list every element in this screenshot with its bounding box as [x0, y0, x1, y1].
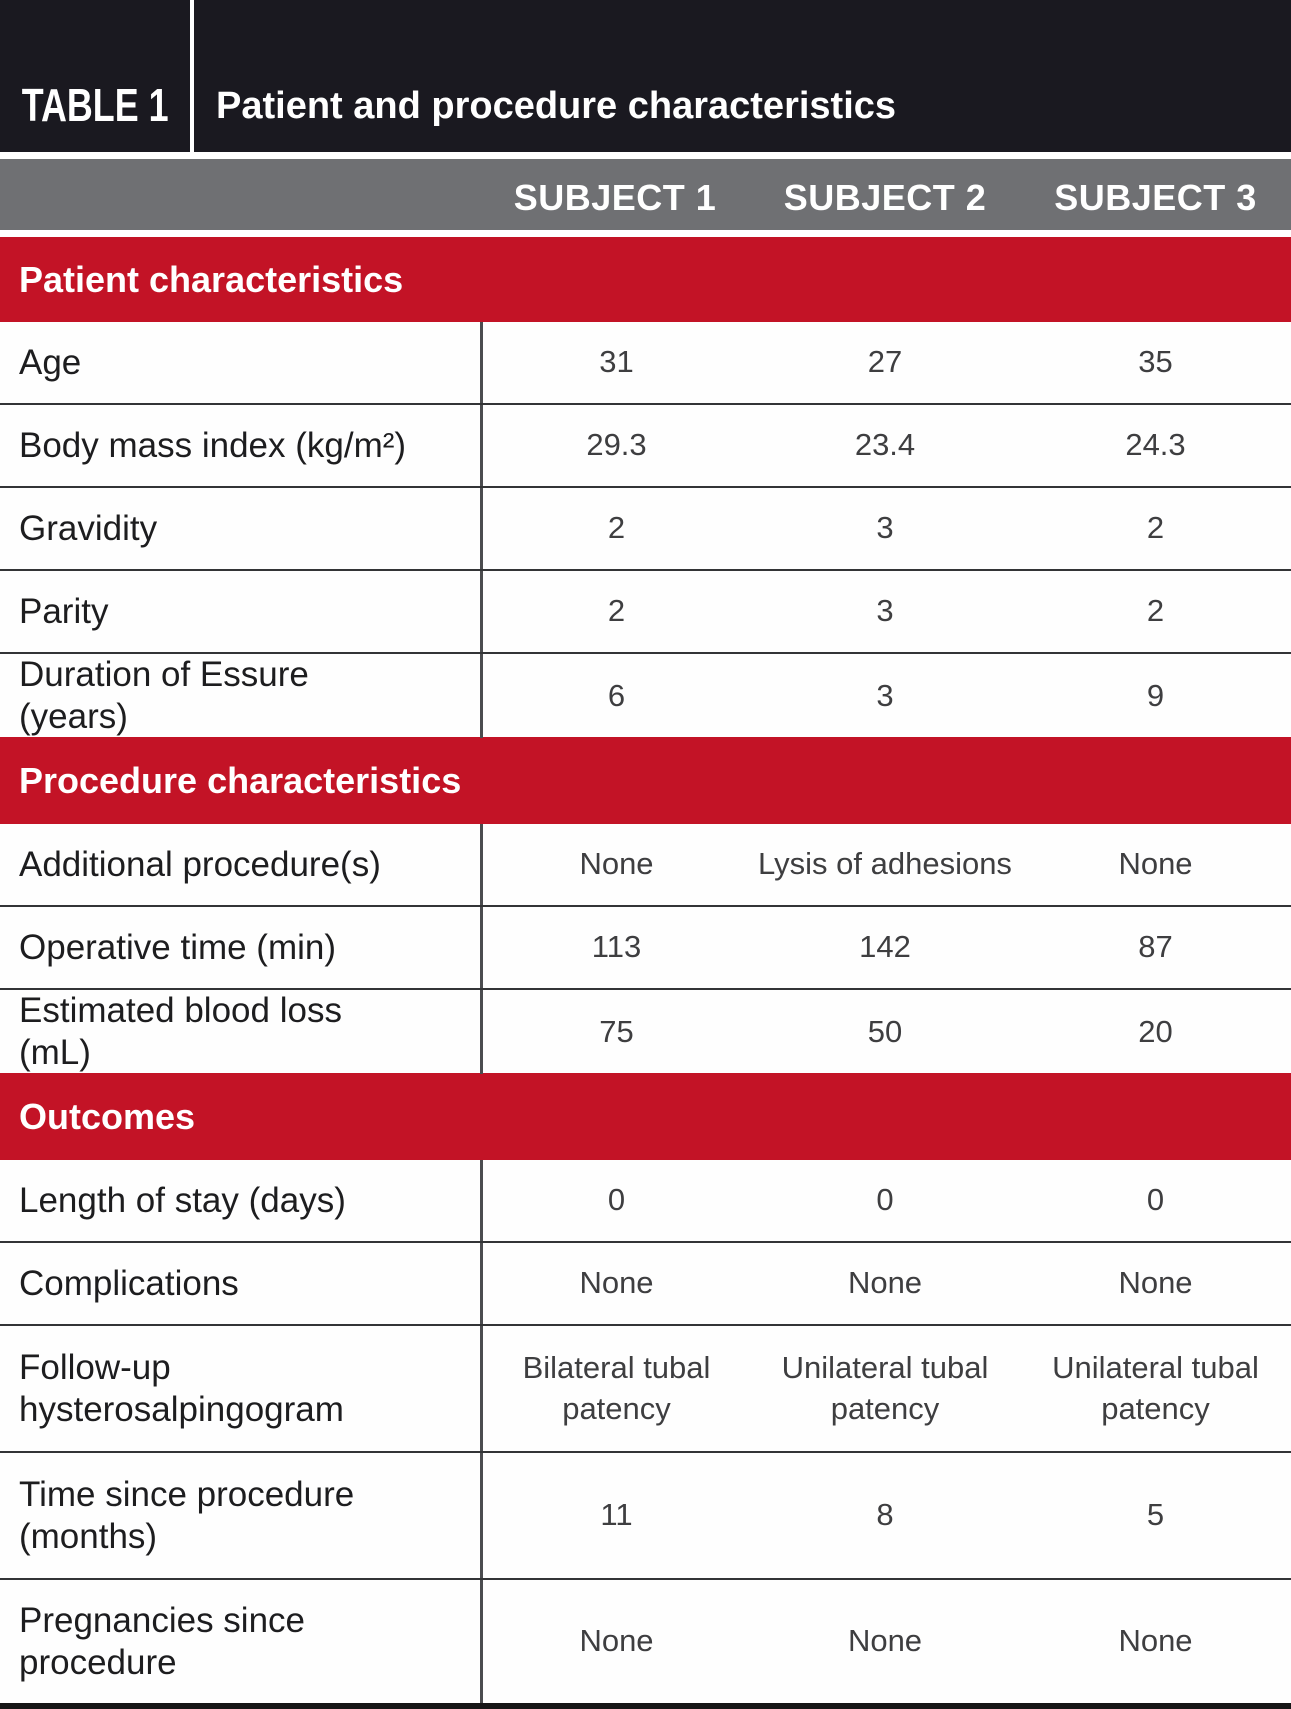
row-value-subject2: Lysis of adhesions: [758, 846, 1012, 882]
table-row-additional-procedures: Additional procedure(s) None Lysis of ad…: [0, 824, 1291, 907]
row-value-subject1: 31: [480, 322, 750, 403]
row-value-subject3: 87: [1138, 929, 1173, 965]
column-header-bar: SUBJECT 1 SUBJECT 2 SUBJECT 3: [0, 159, 1291, 230]
row-value-subject3: 5: [1146, 1497, 1165, 1533]
table-bottom-border: [0, 1703, 1291, 1709]
section-header-outcomes: Outcomes: [0, 1073, 1291, 1160]
table-row-gravidity: Gravidity 2 3 2: [0, 488, 1291, 571]
row-label: Duration of Essure (years): [19, 655, 309, 736]
row-value-subject1: None: [480, 824, 750, 905]
row-value-subject1: None: [480, 1580, 750, 1703]
table-row-operative-time: Operative time (min) 113 142 87: [0, 907, 1291, 990]
row-value-subject2: 3: [876, 677, 894, 713]
row-label: Complications: [19, 1263, 239, 1303]
table-row-duration-of-essure: Duration of Essure (years) 6 3 9: [0, 654, 1291, 738]
row-value-subject3: 24.3: [1125, 427, 1186, 463]
row-label: Additional procedure(s): [19, 844, 381, 884]
table-row-estimated-blood-loss: Estimated blood loss (mL) 75 50 20: [0, 990, 1291, 1074]
row-value-subject2: 8: [876, 1497, 894, 1533]
row-label: Length of stay (days): [19, 1180, 346, 1220]
banner-divider: [190, 0, 194, 152]
row-value-subject2: 3: [876, 593, 894, 629]
row-value-subject3: None: [1118, 846, 1193, 882]
row-value-subject2: 0: [876, 1182, 894, 1218]
table-row-pregnancies-since-procedure: Pregnancies since procedure None None No…: [0, 1580, 1291, 1703]
row-value-subject3: None: [1118, 1265, 1193, 1301]
row-value-subject3: Unilateral tubal patency: [1052, 1350, 1259, 1426]
table-row-followup-hysterosalpingogram: Follow-up hysterosalpingogram Bilateral …: [0, 1326, 1291, 1453]
table-row-bmi: Body mass index (kg/m²) 29.3 23.4 24.3: [0, 405, 1291, 488]
table-row-complications: Complications None None None: [0, 1243, 1291, 1326]
table-title: Patient and procedure characteristics: [216, 85, 897, 127]
column-header-spacer: [0, 192, 480, 198]
row-value-subject2: None: [847, 1265, 923, 1301]
row-value-subject1: 6: [480, 654, 750, 738]
table-row-parity: Parity 2 3 2: [0, 571, 1291, 654]
table-banner: TABLE 1 Patient and procedure characteri…: [0, 0, 1291, 152]
table-number: TABLE 1: [21, 79, 169, 131]
row-value-subject2: None: [847, 1623, 923, 1659]
row-value-subject3: 2: [1146, 593, 1165, 629]
row-value-subject1: 0: [480, 1160, 750, 1241]
table-row-time-since-procedure: Time since procedure (months) 11 8 5: [0, 1453, 1291, 1580]
row-value-subject1: 75: [480, 990, 750, 1074]
row-value-subject2: 23.4: [854, 427, 916, 463]
row-label: Estimated blood loss (mL): [19, 991, 342, 1072]
row-value-subject1: 2: [480, 488, 750, 569]
row-value-subject1: 11: [480, 1453, 750, 1578]
table-row-age: Age 31 27 35: [0, 322, 1291, 405]
row-value-subject2: 3: [876, 510, 894, 546]
row-value-subject3: 0: [1146, 1182, 1165, 1218]
row-label: Pregnancies since procedure: [19, 1600, 305, 1682]
row-value-subject1: 113: [480, 907, 750, 988]
row-value-subject2: 50: [867, 1013, 903, 1049]
row-value-subject3: 35: [1138, 344, 1173, 380]
section-header-procedure-characteristics: Procedure characteristics: [0, 737, 1291, 824]
row-label: Body mass index (kg/m²): [19, 425, 407, 465]
table-number-box: TABLE 1: [0, 0, 190, 152]
row-value-subject2: 27: [867, 344, 903, 380]
row-value-subject3: None: [1118, 1623, 1193, 1659]
row-value-subject1: None: [480, 1243, 750, 1324]
section-header-patient-characteristics: Patient characteristics: [0, 237, 1291, 322]
row-label: Age: [19, 342, 82, 382]
table-row-length-of-stay: Length of stay (days) 0 0 0: [0, 1160, 1291, 1243]
column-header-subject3: SUBJECT 3: [1054, 176, 1257, 218]
row-value-subject2: Unilateral tubal patency: [781, 1350, 989, 1426]
row-label: Follow-up hysterosalpingogram: [19, 1347, 344, 1429]
row-label: Gravidity: [19, 508, 158, 548]
row-value-subject3: 9: [1146, 677, 1165, 713]
row-value-subject3: 2: [1146, 510, 1165, 546]
column-header-subject1: SUBJECT 1: [513, 176, 717, 218]
column-header-subject2: SUBJECT 2: [783, 176, 987, 218]
row-value-subject1: 2: [480, 571, 750, 652]
row-label: Parity: [19, 591, 109, 631]
row-value-subject1: Bilateral tubal patency: [480, 1326, 750, 1451]
row-value-subject3: 20: [1138, 1013, 1173, 1049]
row-value-subject1: 29.3: [480, 405, 750, 486]
row-value-subject2: 142: [859, 929, 911, 965]
row-label: Time since procedure (months): [19, 1474, 355, 1556]
row-label: Operative time (min): [19, 927, 337, 967]
